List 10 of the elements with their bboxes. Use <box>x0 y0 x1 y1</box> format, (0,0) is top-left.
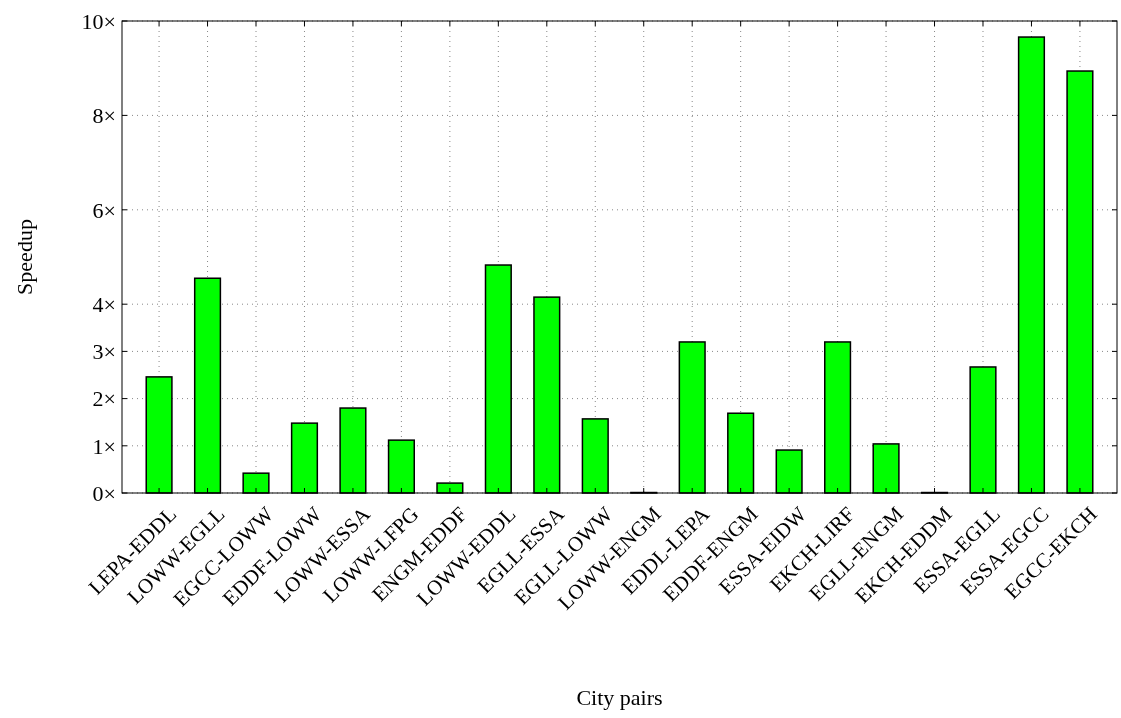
y-tick-label: 3× <box>92 339 116 365</box>
y-tick-label: 2× <box>92 386 116 412</box>
y-tick-label: 6× <box>92 197 116 223</box>
y-tick-label: 4× <box>92 291 116 317</box>
y-tick-label: 8× <box>92 103 116 129</box>
y-tick-label: 10× <box>81 8 116 34</box>
y-axis-title: Speedup <box>12 219 37 295</box>
y-tick-label: 1× <box>92 433 116 459</box>
x-axis-title: City pairs <box>576 685 663 710</box>
y-tick-label: 0× <box>92 480 116 506</box>
